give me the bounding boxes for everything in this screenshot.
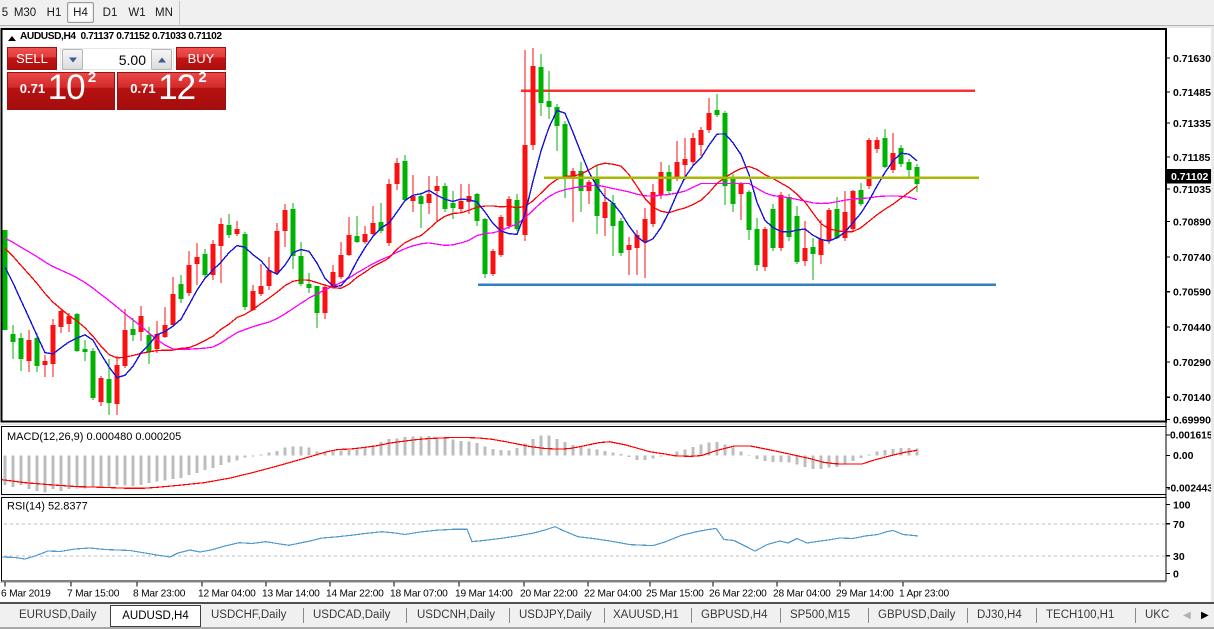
svg-text:30: 30 xyxy=(1173,551,1185,563)
svg-text:18 Mar 07:00: 18 Mar 07:00 xyxy=(390,589,448,600)
svg-text:0.001615: 0.001615 xyxy=(1170,431,1213,442)
svg-text:0.00: 0.00 xyxy=(1173,450,1194,462)
svg-text:12 Mar 04:00: 12 Mar 04:00 xyxy=(198,589,256,600)
svg-text:0.71185: 0.71185 xyxy=(1173,152,1211,164)
svg-text:28 Mar 04:00: 28 Mar 04:00 xyxy=(773,589,831,600)
svg-text:22 Mar 04:00: 22 Mar 04:00 xyxy=(584,589,642,600)
svg-text:RSI(14) 52.8377: RSI(14) 52.8377 xyxy=(7,501,88,513)
svg-text:0.70440: 0.70440 xyxy=(1173,322,1211,334)
svg-text:13 Mar 14:00: 13 Mar 14:00 xyxy=(262,589,320,600)
svg-text:0.70590: 0.70590 xyxy=(1173,287,1211,299)
svg-text:0.71035: 0.71035 xyxy=(1173,184,1211,196)
svg-text:0.71335: 0.71335 xyxy=(1173,118,1211,130)
svg-text:0.71630: 0.71630 xyxy=(1173,53,1211,65)
svg-text:6 Mar 2019: 6 Mar 2019 xyxy=(1,589,51,600)
svg-text:14 Mar 22:00: 14 Mar 22:00 xyxy=(326,589,384,600)
svg-text:0: 0 xyxy=(1173,568,1179,580)
svg-text:19 Mar 14:00: 19 Mar 14:00 xyxy=(455,589,513,600)
svg-text:8 Mar 23:00: 8 Mar 23:00 xyxy=(133,589,186,600)
svg-text:0.70290: 0.70290 xyxy=(1173,357,1211,369)
svg-text:0.69990: 0.69990 xyxy=(1173,415,1211,427)
svg-text:70: 70 xyxy=(1173,519,1185,531)
svg-text:-0.002443: -0.002443 xyxy=(1167,484,1213,495)
svg-text:0.71102: 0.71102 xyxy=(1171,171,1209,183)
svg-text:0.70740: 0.70740 xyxy=(1173,252,1211,264)
svg-text:1 Apr 23:00: 1 Apr 23:00 xyxy=(899,589,949,600)
svg-text:7 Mar 15:00: 7 Mar 15:00 xyxy=(67,589,120,600)
svg-text:20 Mar 22:00: 20 Mar 22:00 xyxy=(520,589,578,600)
svg-text:MACD(12,26,9) 0.000480 0.00020: MACD(12,26,9) 0.000480 0.000205 xyxy=(7,431,181,443)
svg-text:25 Mar 15:00: 25 Mar 15:00 xyxy=(646,589,704,600)
svg-text:0.70140: 0.70140 xyxy=(1173,392,1211,404)
svg-text:100: 100 xyxy=(1173,499,1191,511)
svg-text:29 Mar 14:00: 29 Mar 14:00 xyxy=(836,589,894,600)
svg-text:26 Mar 22:00: 26 Mar 22:00 xyxy=(709,589,767,600)
svg-text:0.70890: 0.70890 xyxy=(1173,217,1211,229)
svg-text:0.71485: 0.71485 xyxy=(1173,87,1211,99)
